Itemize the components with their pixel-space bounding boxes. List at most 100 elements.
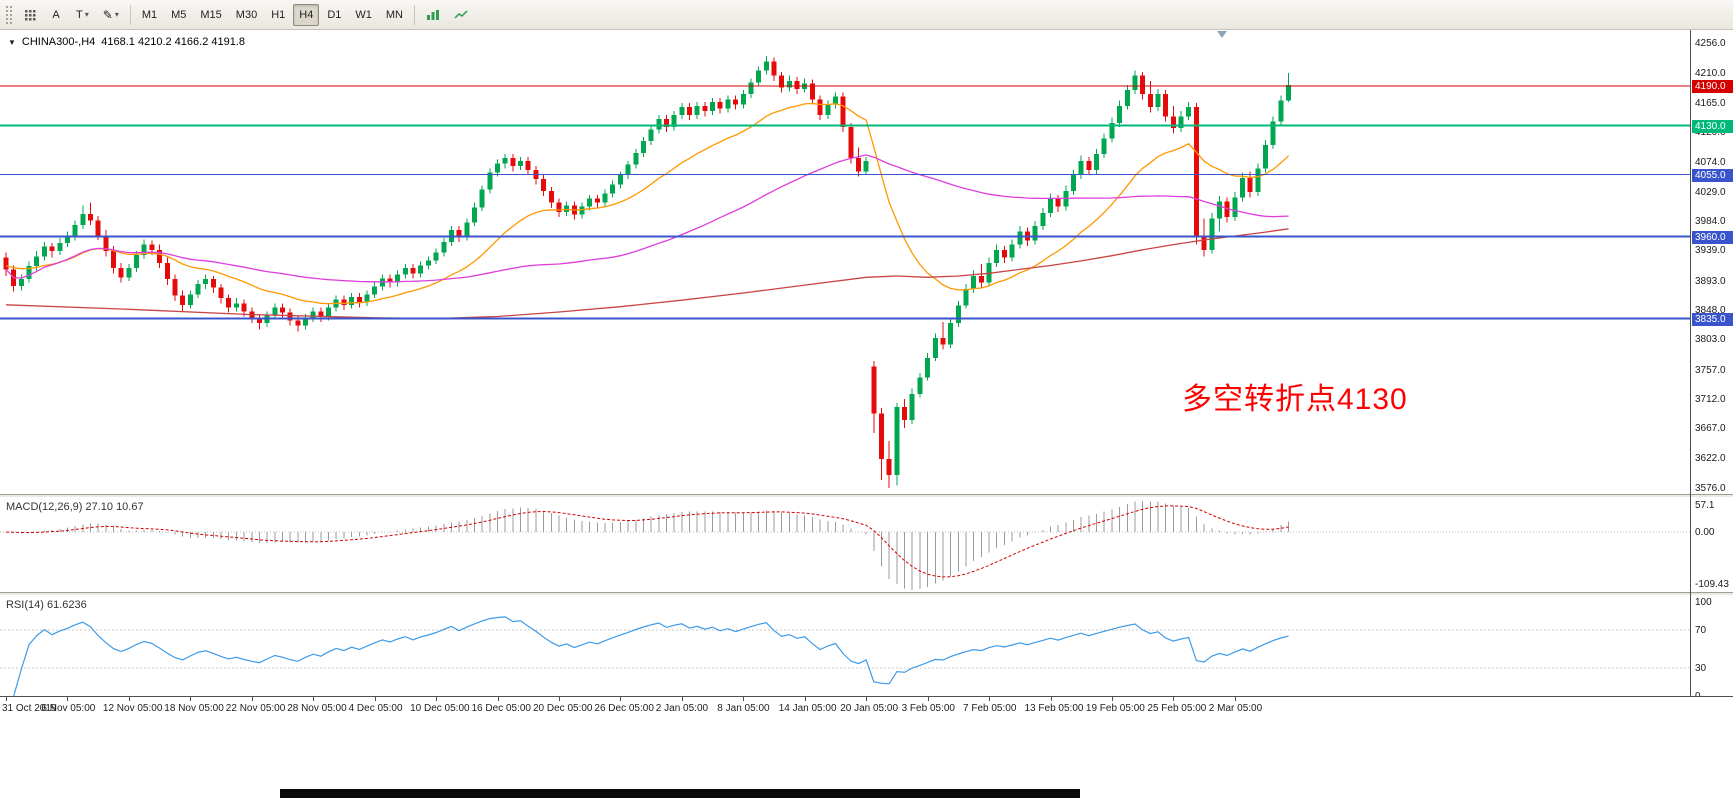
time-axis-tick xyxy=(374,697,376,701)
toolbar-separator xyxy=(414,4,415,25)
cursor-tool-button[interactable]: A xyxy=(44,4,68,26)
time-axis-label: 18 Nov 05:00 xyxy=(164,703,224,714)
price-tag-4130.0[interactable]: 4130.0 xyxy=(1692,119,1733,133)
ma-fast-line xyxy=(5,102,1290,305)
ohlc-readout: 4168.1 4210.2 4166.2 4191.8 xyxy=(101,36,246,48)
grid-icon[interactable] xyxy=(18,4,42,26)
price-axis-tick: 4165.0 xyxy=(1695,97,1726,109)
panel-splitter[interactable] xyxy=(0,592,1733,595)
time-axis-tick xyxy=(251,697,253,701)
price-axis-tick: 4074.0 xyxy=(1695,157,1726,169)
time-axis[interactable]: 31 Oct 2019 6 Nov 05:00 12 Nov 05:00 18 Nov… xyxy=(0,696,1733,718)
line-chart-glyph xyxy=(454,9,468,19)
time-axis-tick xyxy=(927,697,929,701)
symbol-label: ▼ CHINA300-,H4 4168.1 4210.2 4166.2 4191… xyxy=(8,36,245,48)
timeframe-MN[interactable]: MN xyxy=(380,4,409,26)
time-axis-tick xyxy=(1111,697,1113,701)
time-axis-tick xyxy=(190,697,192,701)
macd-histogram xyxy=(13,500,1290,590)
time-axis-tick xyxy=(1050,697,1052,701)
rsi-panel-canvas[interactable] xyxy=(0,595,1690,696)
time-axis-label: 20 Dec 05:00 xyxy=(533,703,593,714)
time-axis-label: 6 Nov 05:00 xyxy=(41,703,96,714)
pencil-icon: ✎ xyxy=(102,7,113,22)
time-axis-tick xyxy=(620,697,622,701)
time-axis-label: 4 Dec 05:00 xyxy=(348,703,403,714)
timeframe-W1[interactable]: W1 xyxy=(349,4,378,26)
price-axis-tick: 3984.0 xyxy=(1695,216,1726,227)
price-axis-tick: 3757.0 xyxy=(1695,364,1726,376)
price-tag-4055.0[interactable]: 4055.0 xyxy=(1692,168,1733,182)
ma-mid-line xyxy=(5,154,1289,283)
oneclick-arrow-icon[interactable]: ▼ xyxy=(8,37,16,47)
macd-signal-line xyxy=(5,505,1289,578)
timeframe-H1[interactable]: H1 xyxy=(265,4,291,26)
time-axis-label: 28 Nov 05:00 xyxy=(287,703,347,714)
panel-splitter[interactable] xyxy=(0,494,1733,497)
background-window-edge xyxy=(280,789,1080,798)
time-axis-tick xyxy=(559,697,560,701)
price-tag-4190.0[interactable]: 4190.0 xyxy=(1692,80,1733,94)
symbol-name: CHINA300-,H4 xyxy=(21,36,96,48)
time-axis-tick xyxy=(866,697,868,701)
price-axis-border xyxy=(1690,30,1691,718)
time-axis-label: 31 Oct 2019 xyxy=(2,703,57,714)
macd-values: 27.10 10.67 xyxy=(85,501,144,513)
time-axis-label: 25 Feb 05:00 xyxy=(1147,703,1207,714)
price-axis-tick: 3848.0 xyxy=(1695,305,1726,316)
price-axis-tick: 3803.0 xyxy=(1695,334,1726,346)
macd-panel-canvas[interactable] xyxy=(0,497,1690,592)
time-axis-label: 14 Jan 05:00 xyxy=(778,703,837,714)
timeframe-group: M1 M5 M15 M30 H1 H4 D1 W1 MN xyxy=(135,3,410,26)
chart-annotation[interactable]: 多空转折点4130 xyxy=(1182,383,1408,416)
line-chart-icon[interactable] xyxy=(448,4,474,26)
timeframe-M5[interactable]: M5 xyxy=(165,4,192,26)
time-axis-label: 20 Jan 05:00 xyxy=(840,703,899,714)
rsi-axis-tick: 30 xyxy=(1695,662,1707,674)
price-chart-canvas[interactable] xyxy=(0,30,1690,494)
time-axis-tick xyxy=(804,697,806,701)
time-axis-tick xyxy=(743,697,745,701)
timeframe-M30[interactable]: M30 xyxy=(230,4,263,26)
price-axis-tick: 3893.0 xyxy=(1695,275,1726,287)
chart-shift-marker-icon[interactable] xyxy=(1217,31,1227,38)
macd-axis-tick: 0.00 xyxy=(1695,527,1715,539)
time-axis-label: 7 Feb 05:00 xyxy=(963,703,1017,714)
time-axis-tick xyxy=(497,697,499,701)
price-axis-tick: 3576.0 xyxy=(1695,483,1726,494)
ma-slow-line xyxy=(5,228,1289,320)
timeframe-M15[interactable]: M15 xyxy=(194,4,227,26)
time-axis-label: 12 Nov 05:00 xyxy=(102,703,163,714)
candlestick-series xyxy=(3,56,1292,488)
draw-tool-button[interactable]: ✎ ▾ xyxy=(97,4,125,26)
text-tool-label: T xyxy=(76,8,83,21)
price-tag-3835.0[interactable]: 3835.0 xyxy=(1692,312,1733,326)
time-axis-label: 8 Jan 05:00 xyxy=(717,703,770,714)
time-axis-tick xyxy=(681,697,683,701)
bar-chart-glyph xyxy=(427,9,439,20)
time-axis-tick xyxy=(313,697,315,701)
price-axis[interactable]: 4256.0 4210.0 4165.0 4120.0 4074.0 4029.0 3984… xyxy=(1692,30,1733,718)
timeframe-M1[interactable]: M1 xyxy=(136,4,163,26)
timeframe-H4[interactable]: H4 xyxy=(293,3,320,26)
price-axis-tick: 4210.0 xyxy=(1695,68,1726,80)
toolbar-separator xyxy=(129,4,131,25)
price-axis-tick: 4256.0 xyxy=(1695,38,1726,49)
text-tool-button[interactable]: T ▾ xyxy=(70,4,95,26)
cursor-tool-label: A xyxy=(52,8,60,21)
macd-axis-tick: 57.1 xyxy=(1695,500,1715,511)
time-axis-tick xyxy=(989,697,990,701)
price-tag-3960.0[interactable]: 3960.0 xyxy=(1692,230,1733,244)
rsi-value: 61.6236 xyxy=(46,599,87,611)
time-axis-label: 16 Dec 05:00 xyxy=(471,703,532,714)
macd-axis-tick: -109.43 xyxy=(1695,579,1729,590)
chevron-down-icon: ▾ xyxy=(114,10,119,19)
price-axis-tick: 3667.0 xyxy=(1695,423,1726,435)
bar-chart-icon[interactable] xyxy=(420,4,446,26)
timeframe-D1[interactable]: D1 xyxy=(321,4,347,26)
time-axis-label: 3 Feb 05:00 xyxy=(901,703,955,714)
toolbar-grip[interactable] xyxy=(5,4,12,25)
time-axis-label: 13 Feb 05:00 xyxy=(1024,703,1084,714)
time-axis-tick xyxy=(67,697,69,701)
